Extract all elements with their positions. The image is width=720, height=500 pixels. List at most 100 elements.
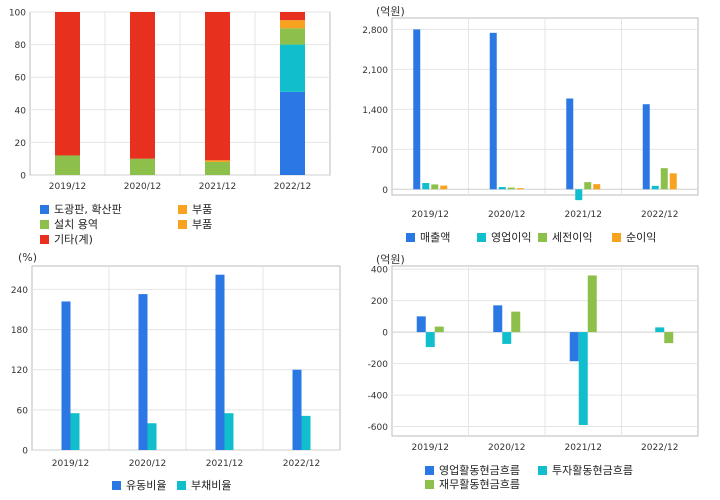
legend-label: 유동비율 xyxy=(126,479,167,492)
chart-cashflow: -600 -400 -200 0 200 400 2019/12 2020/12 2021/12… xyxy=(368,265,699,453)
legend-swatch xyxy=(538,232,547,242)
x-tick-label: 2019/12 xyxy=(412,210,449,220)
legend-label: 기타(계) xyxy=(54,233,93,246)
y-tick-label: 120 xyxy=(11,366,28,376)
bar-매출액 xyxy=(413,29,421,190)
legend-composition: 도광판, 확산판 부품 설치 용역 부품 기타(계) xyxy=(0,0,360,250)
x-tick-label: 2020/12 xyxy=(129,459,166,469)
y-tick-label: -200 xyxy=(368,360,389,370)
y-tick-label: 60 xyxy=(17,406,29,416)
legend-item-기타-계[interactable]: 기타(계) xyxy=(40,231,93,247)
legend-label: 부품 xyxy=(192,218,213,231)
bar-유동비율 xyxy=(292,369,302,450)
y-tick-label: 20 xyxy=(15,139,27,149)
bar-기타-계 xyxy=(280,12,305,21)
y-tick-label: 2,800 xyxy=(362,26,388,36)
chart-panel-composition: 0 20 40 60 80 100 2019/12 2020/12 2021/12 2022/12… xyxy=(0,0,360,250)
y-tick-label: 180 xyxy=(11,326,28,336)
x-tick-label: 2022/12 xyxy=(641,210,678,220)
y-tick-label: 60 xyxy=(15,74,27,84)
x-tick-label: 2022/12 xyxy=(274,182,311,192)
bar-설치-용역 xyxy=(55,155,80,175)
legend-label: 재무활동현금흐름 xyxy=(439,478,520,491)
bar-투자활동현금흐름 xyxy=(425,332,435,348)
legend-label: 부품 xyxy=(192,203,213,216)
bar-세전이익 xyxy=(431,184,439,190)
legend-item-도광판-확산판[interactable]: 도광판, 확산판 xyxy=(40,201,122,217)
bar-순이익 xyxy=(593,184,601,190)
legend-swatch xyxy=(40,234,49,244)
x-tick-label: 2021/12 xyxy=(565,443,602,453)
legend-swatch xyxy=(477,232,486,242)
bar-매출액 xyxy=(489,32,497,190)
legend-item-부품[interactable]: 부품 xyxy=(178,216,212,232)
legend-item-부품[interactable]: 부품 xyxy=(178,201,212,217)
legend-item-재무활동현금흐름[interactable]: 재무활동현금흐름 xyxy=(425,476,520,492)
bar-부채비율 xyxy=(147,423,157,450)
legend-swatch xyxy=(425,465,434,475)
bar-세전이익 xyxy=(584,182,592,190)
bar-세전이익 xyxy=(507,187,515,190)
bar-순이익 xyxy=(440,185,448,190)
bar-도광판-확산판 xyxy=(280,91,305,175)
legend-label: 매출액 xyxy=(420,231,451,244)
x-tick-label: 2022/12 xyxy=(641,443,678,453)
legend-item-부채비율[interactable]: 부채비율 xyxy=(177,477,231,493)
unit-label-ratios: (%) xyxy=(18,251,38,264)
bar-영업활동현금흐름 xyxy=(569,332,579,362)
legend-swatch xyxy=(406,232,415,242)
x-tick-label: 2019/12 xyxy=(52,459,89,469)
x-tick-label: 2020/12 xyxy=(124,182,161,192)
bar-설치-용역 xyxy=(205,161,230,175)
y-tick-label: 200 xyxy=(371,297,388,307)
bar-재무활동현금흐름 xyxy=(511,311,521,333)
legend-item-영업활동현금흐름[interactable]: 영업활동현금흐름 xyxy=(425,462,520,478)
legend-item-투자활동현금흐름[interactable]: 투자활동현금흐름 xyxy=(538,462,633,478)
legend-label: 영업이익 xyxy=(491,231,532,244)
bar-기타-계 xyxy=(55,12,80,156)
unit-label-cashflow: (억원) xyxy=(376,253,405,266)
bar-부채비율 xyxy=(301,415,311,450)
legend-swatch xyxy=(40,204,49,214)
legend-item-순이익[interactable]: 순이익 xyxy=(612,229,656,245)
legend-label: 영업활동현금흐름 xyxy=(439,464,520,477)
bar-투자활동현금흐름 xyxy=(578,332,588,425)
legend-swatch xyxy=(178,204,187,214)
bar-설치-용역 xyxy=(130,158,155,175)
y-tick-label: 0 xyxy=(382,329,388,339)
bar-부품 xyxy=(205,160,230,162)
x-tick-label: 2021/12 xyxy=(206,459,243,469)
legend-item-영업이익[interactable]: 영업이익 xyxy=(477,229,531,245)
y-tick-label: 100 xyxy=(9,9,26,19)
chart-panel-cashflow: (억원) -600 -400 -200 0 200 400 2019/12 2020/12 20… xyxy=(360,250,720,496)
x-tick-label: 2021/12 xyxy=(199,182,236,192)
legend-item-설치-용역[interactable]: 설치 용역 xyxy=(40,216,98,232)
legend-label: 도광판, 확산판 xyxy=(54,203,122,216)
y-tick-label: 240 xyxy=(11,286,28,296)
bar-투자활동현금흐름 xyxy=(655,327,665,333)
legend-swatch xyxy=(40,219,49,229)
legend-label: 부채비율 xyxy=(191,479,232,492)
bar-유동비율 xyxy=(215,274,225,450)
chart-ratios: 0 60 120 180 240 2019/12 2020/12 2021/12 2022/12 xyxy=(11,265,341,469)
y-tick-label: 0 xyxy=(382,186,388,196)
legend-swatch xyxy=(425,479,434,489)
legend-swatch xyxy=(112,480,121,490)
legend-item-매출액[interactable]: 매출액 xyxy=(406,229,450,245)
bar-영업이익 xyxy=(651,185,659,190)
chart-composition: 0 20 40 60 80 100 2019/12 2020/12 2021/12 2022/12 xyxy=(9,9,331,192)
legend-label: 세전이익 xyxy=(552,231,593,244)
bar-유동비율 xyxy=(61,301,71,450)
legend-item-유동비율[interactable]: 유동비율 xyxy=(112,477,166,493)
x-tick-label: 2019/12 xyxy=(412,443,449,453)
bar-재무활동현금흐름 xyxy=(587,275,597,333)
bar-투자활동현금흐름 xyxy=(502,332,512,344)
bar-재무활동현금흐름 xyxy=(664,332,674,344)
y-tick-label: 0 xyxy=(22,447,28,457)
legend-label: 투자활동현금흐름 xyxy=(552,464,633,477)
x-tick-label: 2020/12 xyxy=(488,210,525,220)
legend-swatch xyxy=(178,219,187,229)
y-tick-label: 1,400 xyxy=(362,106,388,116)
legend-item-세전이익[interactable]: 세전이익 xyxy=(538,229,592,245)
